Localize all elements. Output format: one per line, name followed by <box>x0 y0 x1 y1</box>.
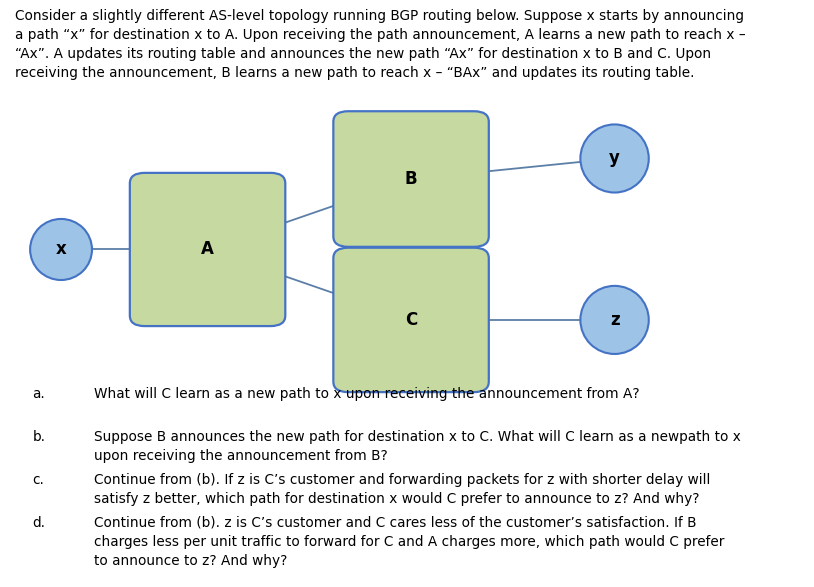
FancyBboxPatch shape <box>334 248 488 392</box>
Text: Consider a slightly different AS-level topology running BGP routing below. Suppo: Consider a slightly different AS-level t… <box>15 9 746 80</box>
Text: b.: b. <box>33 430 46 444</box>
Text: Suppose B announces the new path for destination x to C. What will C learn as a : Suppose B announces the new path for des… <box>94 430 741 463</box>
Text: x: x <box>55 241 67 258</box>
Text: A: A <box>201 241 214 258</box>
Text: y: y <box>609 150 620 167</box>
Text: Continue from (b). z is C’s customer and C cares less of the customer’s satisfac: Continue from (b). z is C’s customer and… <box>94 516 724 568</box>
Ellipse shape <box>580 124 649 193</box>
Text: Continue from (b). If z is C’s customer and forwarding packets for z with shorte: Continue from (b). If z is C’s customer … <box>94 473 710 506</box>
Text: z: z <box>610 311 619 329</box>
FancyBboxPatch shape <box>334 112 488 247</box>
Ellipse shape <box>30 219 92 280</box>
Text: c.: c. <box>33 473 45 487</box>
Text: C: C <box>405 311 418 329</box>
Text: What will C learn as a new path to x upon receiving the announcement from A?: What will C learn as a new path to x upo… <box>94 387 639 402</box>
Text: B: B <box>405 170 418 188</box>
Text: d.: d. <box>33 516 46 530</box>
Ellipse shape <box>580 286 649 354</box>
FancyBboxPatch shape <box>130 173 286 326</box>
Text: a.: a. <box>33 387 46 402</box>
